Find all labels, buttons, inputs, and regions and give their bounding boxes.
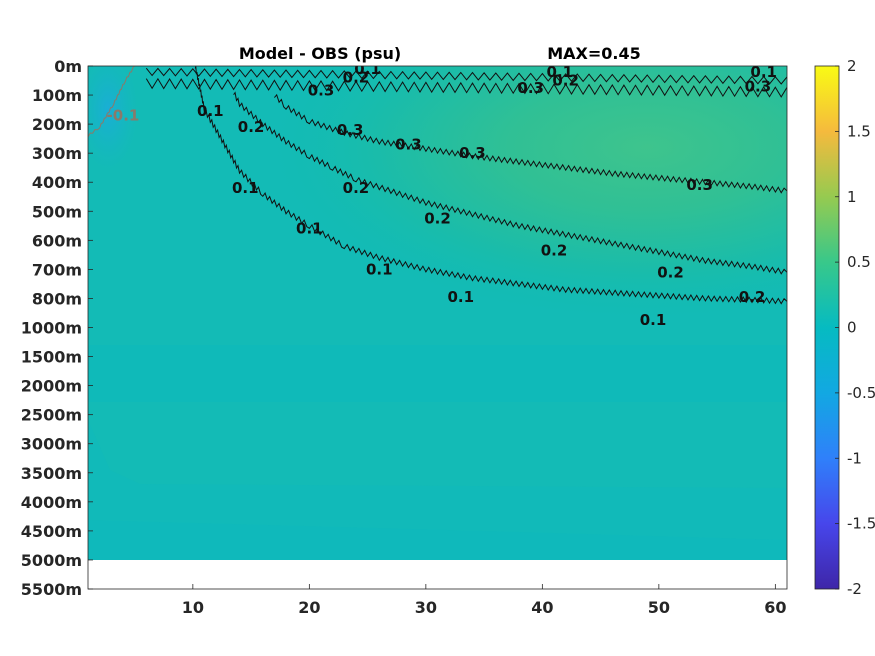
y-tick-label: 2500m <box>21 406 82 425</box>
contour-label: 0.3 <box>745 77 772 95</box>
contour-line-surface <box>145 67 787 85</box>
contour-label: 0.1 <box>197 102 224 120</box>
contour-label: 0.2 <box>343 179 370 197</box>
contour-label: 0.2 <box>552 72 579 90</box>
x-tick-label: 60 <box>764 598 786 617</box>
plot-area: 0.10.2 0.10.2 0.10.3 0.3 0.30.10.2 0.30.3 0.30… <box>88 60 787 560</box>
bottom-wedge <box>88 520 787 560</box>
contour-label: 0.2 <box>424 210 451 228</box>
y-tick-label: 400m <box>32 173 82 192</box>
surface-blue-patch <box>88 66 138 170</box>
contour-label: 0.3 <box>395 135 422 153</box>
y-tick-label: 0m <box>54 57 82 76</box>
y-tick-label: 5500m <box>21 580 82 599</box>
contour-label: 0.1 <box>547 63 574 81</box>
contour-label: 0.1 <box>296 220 323 238</box>
y-tick-label: 1000m <box>21 319 82 338</box>
y-tick-label: 300m <box>32 144 82 163</box>
y-tick-label: 1500m <box>21 348 82 367</box>
contour-label: 0.1 <box>232 179 259 197</box>
x-axis: 10 20 30 40 50 60 <box>182 584 786 617</box>
contour-label: 0.1 <box>448 288 475 306</box>
y-tick-label: 800m <box>32 289 82 308</box>
contour-label: 0.1 <box>366 260 393 278</box>
x-tick-label: 30 <box>415 598 437 617</box>
y-tick-label: 5000m <box>21 551 82 570</box>
y-tick-label: 500m <box>32 202 82 221</box>
y-tick-label: 700m <box>32 260 82 279</box>
contour-label: 0.2 <box>657 263 684 281</box>
contour-label: 0.1 <box>750 63 777 81</box>
contour-label: 0.3 <box>459 144 486 162</box>
contour-line <box>88 66 135 137</box>
x-tick-label: 40 <box>531 598 553 617</box>
colorbar-tick-label: 1 <box>847 188 857 206</box>
y-tick-label: 600m <box>32 231 82 250</box>
plot-empty-band <box>88 560 787 589</box>
colorbar-tick-label: 0.5 <box>847 253 871 271</box>
contour-label: 0.2 <box>343 69 370 87</box>
contour-line <box>194 66 787 305</box>
contour-label: 0.3 <box>686 176 713 194</box>
colorbar-tick-label: 0 <box>847 319 857 337</box>
contour-label: 0.3 <box>308 82 335 100</box>
colorbar-tick-label: -2 <box>847 580 862 598</box>
x-tick-label: 50 <box>648 598 670 617</box>
y-tick-label: 2000m <box>21 377 82 396</box>
colorbar-tick-label: -1 <box>847 449 862 467</box>
y-tick-label: 3000m <box>21 435 82 454</box>
max-label: MAX=0.45 <box>547 44 641 63</box>
y-tick-label: 200m <box>32 115 82 134</box>
surface-green-region <box>150 66 787 356</box>
colorbar: 2 1.5 1 0.5 0 -0.5 -1 -1.5 -2 <box>814 57 875 598</box>
y-tick-label: 100m <box>32 86 82 105</box>
contour-line-surface <box>145 77 787 98</box>
y-tick-label: 4500m <box>21 522 82 541</box>
chart-title: Model - OBS (psu) <box>239 44 401 63</box>
contour-label: 0.2 <box>739 288 766 306</box>
contour-label: 0.3 <box>337 121 364 139</box>
x-tick-label: 20 <box>298 598 320 617</box>
colorbar-tick-label: 1.5 <box>847 122 871 140</box>
colorbar-ticks: 2 1.5 1 0.5 0 -0.5 -1 -1.5 -2 <box>835 57 875 598</box>
colorbar-tick-label: -1.5 <box>847 515 875 533</box>
x-tick-label: 10 <box>182 598 204 617</box>
colorbar-tick-label: 2 <box>847 57 857 75</box>
contour-label: 0.3 <box>517 79 544 97</box>
contour-label: 0.2 <box>541 242 568 260</box>
contour-lines <box>88 66 787 305</box>
contour-line <box>274 93 787 194</box>
y-axis: 0m 100m 200m 300m 400m 500m 600m 700m 800m 1000m 1… <box>21 57 93 599</box>
contour-label: 0.2 <box>238 118 265 136</box>
contour-label: 0.1 <box>640 311 667 329</box>
contour-label: -0.1 <box>107 106 140 124</box>
y-tick-label: 4000m <box>21 493 82 512</box>
contour-label: 0.1 <box>354 60 381 78</box>
contour-labels: 0.10.2 0.10.2 0.10.3 0.3 0.30.10.2 0.30.3 0.30… <box>107 60 777 329</box>
y-tick-label: 3500m <box>21 464 82 483</box>
colorbar-tick-label: -0.5 <box>847 384 875 402</box>
contour-line <box>233 91 787 275</box>
